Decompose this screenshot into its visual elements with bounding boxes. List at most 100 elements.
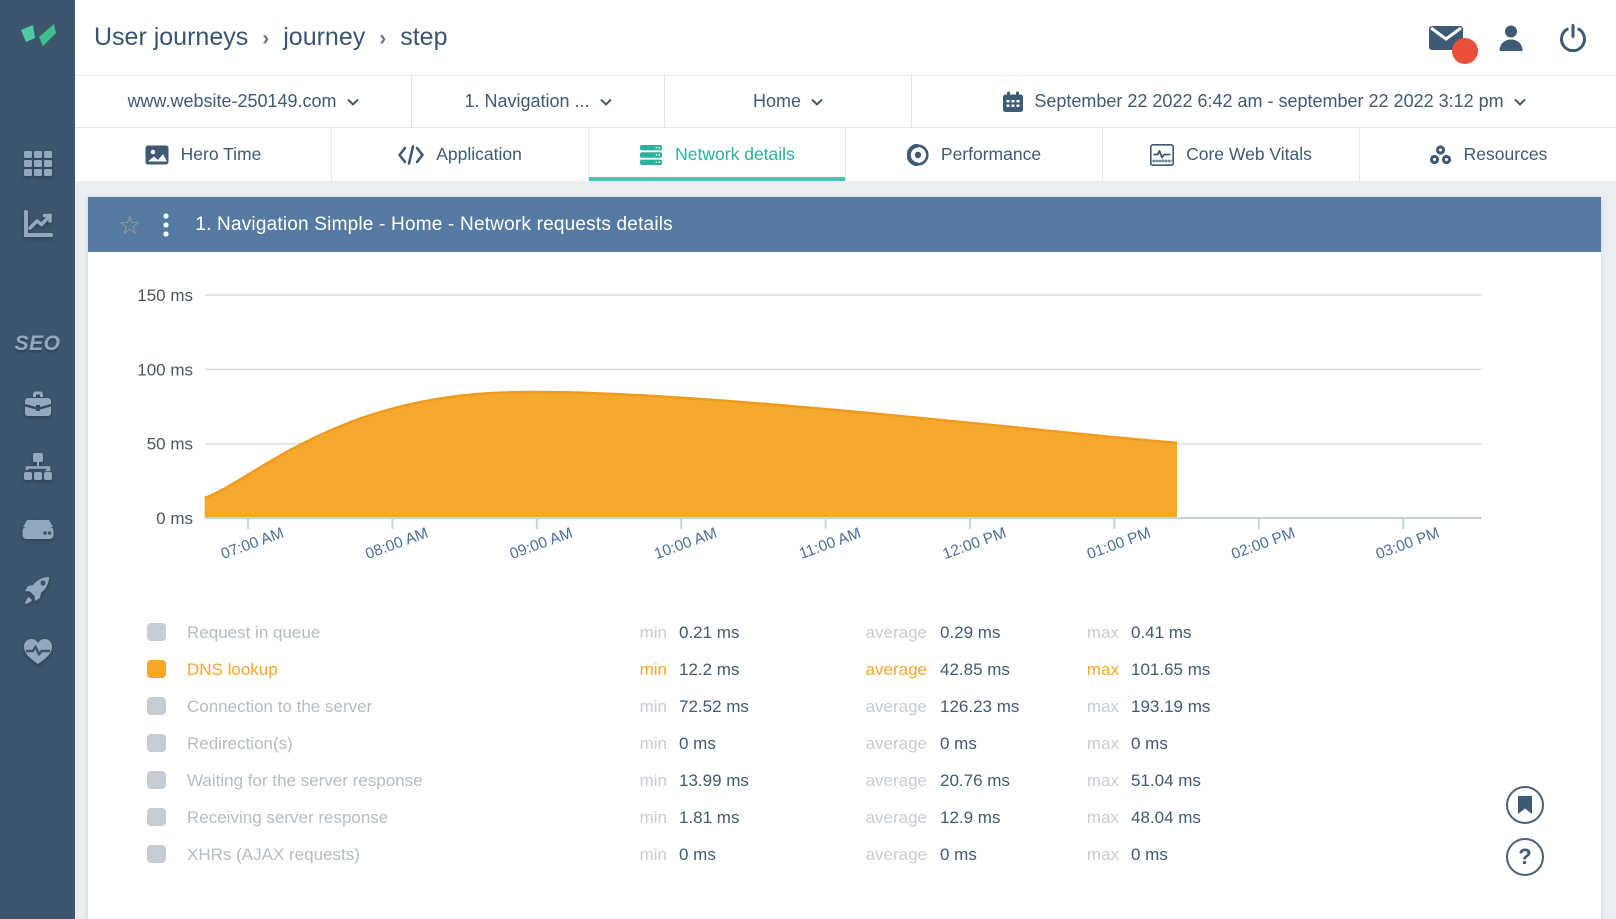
tab-label: Network details [675,144,795,164]
legend-row[interactable]: DNS lookup min 12.2 ms average 42.85 ms max 10… [88,651,1601,688]
sidebar-item-health[interactable] [0,623,75,685]
stat-max-value: 0 ms [1131,845,1168,864]
tab-label: Performance [940,144,1042,164]
stat-min-label: min [639,697,667,716]
stat-min-label: min [639,734,667,753]
legend-row[interactable]: Request in queue min 0.21 ms average 0.29 ms… [88,614,1601,651]
tab-network-details[interactable]: Network details [589,128,846,181]
sidebar-nav: SEO [0,133,75,685]
tab-application[interactable]: Application [332,128,589,181]
stat-max-label: max [1086,660,1119,679]
stat-average-value: 12.9 ms [940,808,1001,827]
breadcrumb-journey[interactable]: journey [283,23,366,51]
legend-swatch[interactable] [147,623,166,641]
tab-hero-time[interactable]: Hero Time [75,128,332,181]
stat-average-label: average [865,623,927,642]
sidebar-item-boost[interactable] [0,561,75,623]
sidebar-item-apps[interactable] [0,133,75,195]
journey-dropdown-value: 1. Navigation ... [464,91,590,111]
breadcrumb-user-journeys[interactable]: User journeys [94,23,249,51]
journey-dropdown[interactable]: 1. Navigation ... [412,76,665,127]
app-logo-icon[interactable] [0,0,75,75]
stat-max-label: max [1086,845,1119,864]
legend-swatch[interactable] [147,771,166,789]
stat-average-value: 42.85 ms [940,660,1010,679]
stat-min-value: 0.21 ms [679,623,740,642]
sidebar-item-servers[interactable] [0,499,75,561]
stat-max-value: 101.65 ms [1131,660,1211,679]
legend-row[interactable]: XHRs (AJAX requests) min 0 ms average 0 ms ma… [88,836,1601,873]
stat-max-value: 48.04 ms [1131,808,1201,827]
chevron-down-icon [811,98,823,106]
stat-min-value: 1.81 ms [679,808,740,827]
legend-row[interactable]: Connection to the server min 72.52 ms avera… [88,688,1601,725]
image-icon [145,145,169,164]
legend-row[interactable]: Receiving server response min 1.81 ms avera… [88,799,1601,836]
date-range-value: September 22 2022 6:42 am - september 22… [1034,91,1504,111]
kebab-menu-icon[interactable] [163,212,169,237]
stat-average-value: 20.76 ms [940,771,1010,790]
legend-row[interactable]: Redirection(s) min 0 ms average 0 ms max 0 ms [88,725,1601,762]
tab-performance[interactable]: Performance [846,128,1103,181]
notification-badge [1452,37,1478,64]
legend-swatch[interactable] [147,808,166,826]
stat-max-value: 193.19 ms [1131,697,1211,716]
breadcrumb: User journeys › journey › step [94,23,448,52]
sidebar-item-business[interactable] [0,375,75,437]
stat-average-value: 126.23 ms [940,697,1020,716]
svg-text:03:00 PM: 03:00 PM [1374,524,1442,563]
tab-core-web-vitals[interactable]: Core Web Vitals [1103,128,1360,181]
server-icon [20,511,56,550]
heart-pulse-icon [21,635,55,674]
step-dropdown[interactable]: Home [665,76,912,127]
svg-text:10:00 AM: 10:00 AM [652,525,719,563]
stat-average-label: average [865,808,927,827]
favorite-star-icon[interactable]: ☆ [118,209,142,240]
stat-average-label: average [865,660,927,679]
stat-average-label: average [865,734,927,753]
network-timing-chart: 0 ms 50 ms 100 ms 150 ms 07:00 AM 08:00 AM 09:… [88,252,1601,600]
legend-label: Request in queue [187,623,321,642]
breadcrumb-separator: › [262,26,270,50]
legend-swatch[interactable] [147,734,166,752]
stat-min-value: 0 ms [679,845,716,864]
help-button[interactable]: ? [1506,838,1544,876]
legend-row[interactable]: Waiting for the server response min 13.99 … [88,762,1601,799]
date-range-picker[interactable]: September 22 2022 6:42 am - september 22… [912,76,1616,127]
mail-icon[interactable] [1428,24,1478,64]
user-icon[interactable] [1496,23,1526,53]
legend: Request in queue min 0.21 ms average 0.29 ms… [88,600,1601,873]
panel-title: 1. Navigation Simple - Home - Network re… [195,213,673,235]
detail-tabs: Hero Time Application Network details [75,128,1616,181]
tab-label: Resources [1463,144,1548,164]
breadcrumb-step[interactable]: step [400,23,448,51]
legend-swatch[interactable] [147,697,166,715]
stat-average-label: average [865,845,927,864]
grid-icon [21,145,55,184]
power-icon[interactable] [1558,23,1588,53]
sidebar-item-analytics[interactable] [0,195,75,257]
sitemap-icon [21,449,55,488]
server-stack-icon [640,144,663,165]
legend-swatch[interactable] [147,845,166,863]
svg-text:0 ms: 0 ms [156,509,193,528]
legend-label: Waiting for the server response [187,771,423,790]
stat-min-label: min [639,623,667,642]
bookmark-button[interactable] [1506,786,1544,824]
svg-text:07:00 AM: 07:00 AM [219,525,286,563]
stat-average-value: 0.29 ms [940,623,1001,642]
svg-text:50 ms: 50 ms [147,435,193,454]
legend-swatch[interactable] [147,660,166,678]
bookmark-icon [1518,796,1532,814]
sidebar-item-seo[interactable]: SEO [0,313,75,375]
stat-average-label: average [865,771,927,790]
sidebar-item-sitemap[interactable] [0,437,75,499]
stat-min-label: min [639,771,667,790]
top-bar: User journeys › journey › step [75,0,1616,76]
stat-max-value: 51.04 ms [1131,771,1201,790]
sidebar: SEO [0,0,75,919]
tab-resources[interactable]: Resources [1360,128,1616,181]
site-dropdown[interactable]: www.website-250149.com [75,76,412,127]
stat-min-value: 72.52 ms [679,697,749,716]
legend-label: XHRs (AJAX requests) [187,845,360,864]
